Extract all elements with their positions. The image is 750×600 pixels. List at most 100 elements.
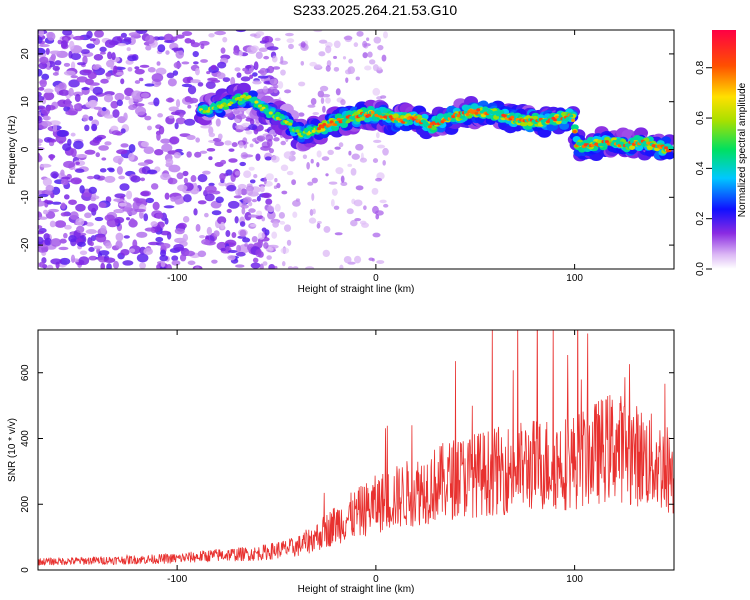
heatmap-cell bbox=[231, 142, 238, 148]
heatmap-cell bbox=[182, 215, 190, 223]
heatmap-cell bbox=[103, 257, 116, 263]
heatmap-cell bbox=[250, 262, 261, 269]
heatmap-cell bbox=[192, 50, 199, 58]
heatmap-cell bbox=[41, 73, 50, 81]
heatmap-cell bbox=[340, 175, 345, 183]
heatmap-cell bbox=[316, 222, 321, 229]
heatmap-cell bbox=[76, 225, 85, 234]
heatmap-cell bbox=[288, 122, 293, 126]
heatmap-cell bbox=[70, 132, 76, 137]
heatmap-cell bbox=[108, 168, 115, 173]
heatmap-cell bbox=[123, 37, 132, 42]
heatmap-cell bbox=[556, 117, 561, 122]
heatmap-cell bbox=[197, 174, 208, 183]
heatmap-cell bbox=[118, 175, 126, 180]
heatmap-cell bbox=[200, 43, 205, 50]
heatmap-cell bbox=[363, 205, 367, 211]
heatmap-cell bbox=[175, 99, 181, 108]
heatmap-cell bbox=[179, 113, 184, 118]
heatmap-cell bbox=[100, 51, 106, 55]
heatmap-cell bbox=[168, 106, 179, 112]
heatmap-cell bbox=[306, 162, 310, 170]
heatmap-cell bbox=[186, 134, 196, 140]
heatmap-cell bbox=[60, 212, 68, 217]
heatmap-cell bbox=[320, 97, 325, 104]
heatmap-cell bbox=[257, 232, 265, 240]
heatmap-cell bbox=[43, 209, 49, 215]
heatmap-cell bbox=[190, 42, 201, 48]
heatmap-cell bbox=[164, 217, 169, 225]
heatmap-cell bbox=[113, 198, 124, 202]
heatmap-cell bbox=[181, 61, 190, 65]
heatmap-cell bbox=[208, 132, 216, 138]
heatmap-cell bbox=[348, 58, 354, 64]
heatmap-cell bbox=[333, 55, 338, 60]
heatmap-cell bbox=[368, 59, 376, 65]
heatmap-cell bbox=[359, 220, 367, 225]
heatmap-cell bbox=[59, 257, 71, 265]
heatmap-cell bbox=[249, 118, 255, 125]
heatmap-cell bbox=[643, 137, 650, 143]
heatmap-cell bbox=[572, 130, 577, 134]
heatmap-cell bbox=[49, 120, 61, 126]
heatmap-cell bbox=[38, 95, 45, 102]
heatmap-cell bbox=[197, 82, 204, 87]
heatmap-cell bbox=[79, 250, 88, 256]
heatmap-cell bbox=[90, 235, 97, 242]
heatmap-cell bbox=[160, 249, 167, 257]
heatmap-cell bbox=[45, 185, 55, 192]
heatmap-cell bbox=[342, 56, 347, 60]
heatmap-cell bbox=[155, 67, 167, 75]
heatmap-cell bbox=[112, 109, 120, 118]
heatmap-cell bbox=[224, 103, 229, 108]
heatmap-cell bbox=[46, 31, 56, 41]
heatmap-cell bbox=[150, 183, 159, 190]
heatmap-cell bbox=[151, 73, 164, 83]
heatmap-cell bbox=[249, 223, 257, 227]
snr-ytick-label: 400 bbox=[20, 430, 31, 447]
heatmap-cell bbox=[267, 65, 275, 74]
heatmap-cell bbox=[416, 114, 423, 120]
heatmap-cell bbox=[359, 157, 368, 163]
heatmap-cell bbox=[87, 71, 97, 80]
snr-frame bbox=[37, 329, 675, 571]
heatmap-cell bbox=[356, 30, 364, 37]
heatmap-cell bbox=[52, 65, 60, 71]
heatmap-cell bbox=[160, 230, 171, 236]
heatmap-cell bbox=[127, 67, 133, 72]
spectrogram-ytick-label: -10 bbox=[20, 190, 31, 205]
heatmap-cell bbox=[261, 216, 266, 222]
heatmap-cell bbox=[38, 225, 43, 229]
heatmap-cell bbox=[89, 241, 94, 247]
heatmap-cell bbox=[54, 60, 62, 66]
heatmap-cell bbox=[165, 158, 174, 166]
spectrogram-ytick-label: 20 bbox=[20, 48, 31, 60]
heatmap-cell bbox=[295, 198, 301, 202]
heatmap-cell bbox=[310, 158, 314, 164]
heatmap-cell bbox=[319, 126, 326, 132]
heatmap-cell bbox=[279, 60, 289, 65]
heatmap-cell bbox=[49, 154, 54, 161]
heatmap-cell bbox=[120, 248, 130, 256]
heatmap-cell bbox=[272, 66, 281, 70]
spectrogram-ylabel: Frequency (Hz) bbox=[7, 116, 18, 185]
heatmap-cell bbox=[75, 218, 85, 226]
heatmap-cell bbox=[322, 105, 326, 113]
heatmap-cell bbox=[204, 107, 209, 111]
heatmap-cell bbox=[50, 238, 62, 247]
heatmap-cell bbox=[318, 39, 328, 44]
heatmap-cell bbox=[157, 44, 166, 53]
heatmap-cell bbox=[506, 114, 511, 119]
heatmap-cell bbox=[235, 30, 247, 33]
heatmap-cell bbox=[164, 40, 175, 44]
heatmap-cell bbox=[262, 261, 268, 266]
heatmap-cell bbox=[291, 179, 297, 186]
heatmap-cell bbox=[95, 152, 101, 158]
heatmap-cell bbox=[38, 236, 44, 245]
heatmap-cell bbox=[195, 223, 201, 232]
heatmap-cell bbox=[194, 151, 202, 158]
heatmap-cell bbox=[280, 164, 289, 172]
heatmap-cell bbox=[253, 173, 258, 179]
heatmap-cell bbox=[335, 88, 341, 96]
